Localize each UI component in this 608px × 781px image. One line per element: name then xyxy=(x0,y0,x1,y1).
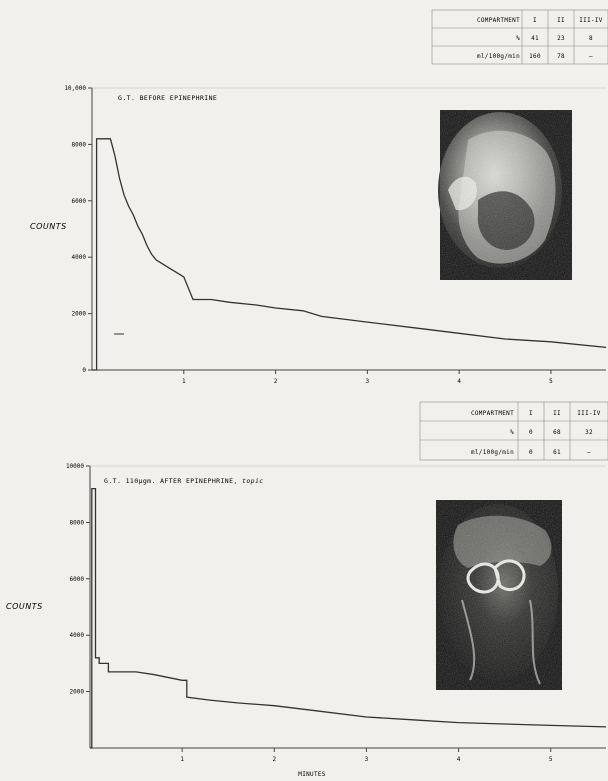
table-row-label: % xyxy=(516,35,520,42)
x-tick-label: 5 xyxy=(549,756,553,763)
x-tick-label: 5 xyxy=(549,378,553,385)
table-cell: — xyxy=(589,53,593,60)
y-axis-label: COUNTS xyxy=(6,602,43,611)
y-tick-label: 8000 xyxy=(70,519,85,526)
panel-after-epinephrine: COMPARTMENT I II III-IV % 0 68 32 ml/100… xyxy=(6,401,608,778)
x-tick-label: 1 xyxy=(182,378,186,385)
x-tick-label: 4 xyxy=(457,378,461,385)
table-cell: II xyxy=(553,410,561,417)
table-row-label: ml/100g/min xyxy=(471,449,514,456)
table-cell: 68 xyxy=(553,429,561,436)
compartment-table: COMPARTMENT I II III-IV % 0 68 32 ml/100… xyxy=(419,401,608,461)
y-tick-label: 4000 xyxy=(72,254,87,261)
y-tick-label: 6000 xyxy=(70,576,85,583)
y-tick-label: 2000 xyxy=(72,311,87,318)
table-cell: 32 xyxy=(585,429,593,436)
table-row-label: % xyxy=(510,429,514,436)
series-line-washout xyxy=(92,138,607,371)
panel-before-epinephrine: COMPARTMENT I II III-IV % 41 23 8 ml/100… xyxy=(30,9,608,385)
compartment-table: COMPARTMENT I II III-IV % 41 23 8 ml/100… xyxy=(431,9,608,65)
chart-title: G.T. BEFORE EPINEPHRINE xyxy=(118,94,217,102)
table-cell: 160 xyxy=(529,53,541,60)
table-cell: 0 xyxy=(529,449,533,456)
table-row-label: ml/100g/min xyxy=(477,53,520,60)
y-tick-label: 10000 xyxy=(66,463,84,470)
table-cell: 61 xyxy=(553,449,561,456)
y-tick-label: 0 xyxy=(82,367,86,374)
table-cell: 78 xyxy=(557,53,565,60)
table-cell: II xyxy=(557,17,565,24)
table-cell: 0 xyxy=(529,429,533,436)
y-tick-label: 4000 xyxy=(70,632,85,639)
table-header-label: COMPARTMENT xyxy=(477,17,520,24)
tick-group: 0 2000 4000 6000 8000 10,000 1 2 3 4 5 xyxy=(64,85,553,385)
table-cell: — xyxy=(587,449,591,456)
table-cell: I xyxy=(533,17,537,24)
series-line-washout xyxy=(90,487,607,749)
table-cell: I xyxy=(529,410,533,417)
table-header-label: COMPARTMENT xyxy=(471,410,514,417)
table-cell: 41 xyxy=(531,35,539,42)
brain-scan-image xyxy=(436,500,562,690)
x-tick-label: 3 xyxy=(366,378,370,385)
x-tick-label: 3 xyxy=(365,756,369,763)
table-cell: 8 xyxy=(589,35,593,42)
brain-scan-image xyxy=(438,110,572,280)
table-cell: III-IV xyxy=(579,17,603,24)
chart-title: G.T. 110µgm. AFTER EPINEPHRINE, topic xyxy=(104,477,264,485)
x-tick-label: 4 xyxy=(457,756,461,763)
tick-group: 2000 4000 6000 8000 10000 1 2 3 4 5 xyxy=(66,463,553,763)
table-cell: 23 xyxy=(557,35,565,42)
y-tick-label: 6000 xyxy=(72,198,87,205)
x-tick-label: 2 xyxy=(274,378,278,385)
y-tick-label: 10,000 xyxy=(64,85,86,92)
y-tick-label: 8000 xyxy=(72,141,87,148)
y-axis-label: COUNTS xyxy=(30,222,67,231)
x-axis-label: MINUTES xyxy=(298,771,325,778)
y-tick-label: 2000 xyxy=(70,689,85,696)
table-cell: III-IV xyxy=(577,410,601,417)
x-tick-label: 1 xyxy=(180,756,184,763)
x-tick-label: 2 xyxy=(272,756,276,763)
